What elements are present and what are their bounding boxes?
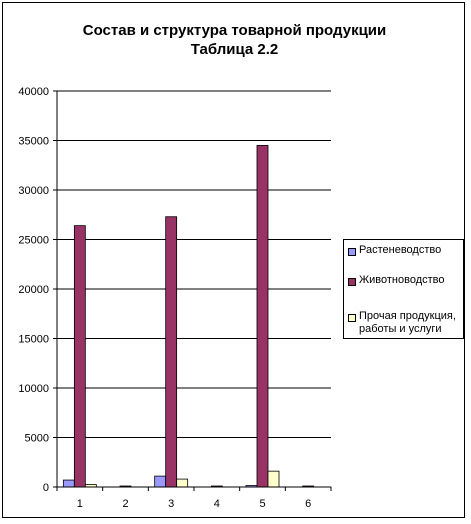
y-tick-label: 40000	[18, 86, 49, 98]
y-tick-label: 25000	[18, 235, 49, 247]
bar	[73, 225, 86, 488]
legend-swatch-crop	[348, 248, 356, 256]
legend-label-other: Прочая продукция, работы и услуги	[359, 310, 456, 336]
x-tick-label: 5	[259, 498, 265, 510]
chart-frame: Состав и структура товарной продукции Та…	[2, 2, 465, 518]
y-tick-label: 15000	[18, 334, 49, 346]
chart-plot: 0 5000 10000 15000 20000 25000 30000 35000 40000…	[18, 86, 332, 510]
y-tick-label: 5000	[25, 433, 49, 445]
y-tick-label: 30000	[18, 185, 49, 197]
chart-title-line-1: Состав и структура товарной продукции	[82, 22, 387, 39]
y-tick-label: 0	[43, 482, 49, 494]
x-tick-label: 6	[305, 498, 311, 510]
y-tick-label: 20000	[18, 284, 49, 296]
x-tick-label: 1	[77, 498, 83, 510]
legend-item-other: Прочая продукция, работы и услуги	[348, 310, 456, 336]
legend-label-other-line1: Прочая продукция,	[359, 310, 456, 322]
y-tick-label: 10000	[18, 383, 49, 395]
chart-title: Состав и структура товарной продукции Та…	[3, 21, 466, 59]
x-tick-label: 4	[214, 498, 220, 510]
chart-legend: Растеневодство Животноводство Прочая про…	[343, 239, 464, 339]
legend-item-livestock: Животноводство	[348, 274, 445, 287]
x-tick-label: 2	[122, 498, 128, 510]
legend-label-other-line2: работы и услуги	[359, 323, 442, 335]
bar	[267, 470, 280, 488]
bar	[256, 145, 269, 488]
legend-swatch-livestock	[348, 278, 356, 286]
x-tick-label: 3	[168, 498, 174, 510]
bar	[165, 216, 178, 488]
legend-item-crop: Растеневодство	[348, 244, 441, 257]
bar	[62, 479, 75, 488]
chart-title-line-2: Таблица 2.2	[190, 41, 279, 58]
legend-label-crop: Растеневодство	[359, 244, 442, 256]
bar	[154, 475, 167, 488]
legend-label-livestock: Животноводство	[359, 274, 445, 286]
legend-swatch-other	[348, 314, 356, 322]
bar	[176, 478, 189, 488]
y-tick-label: 35000	[18, 136, 49, 148]
